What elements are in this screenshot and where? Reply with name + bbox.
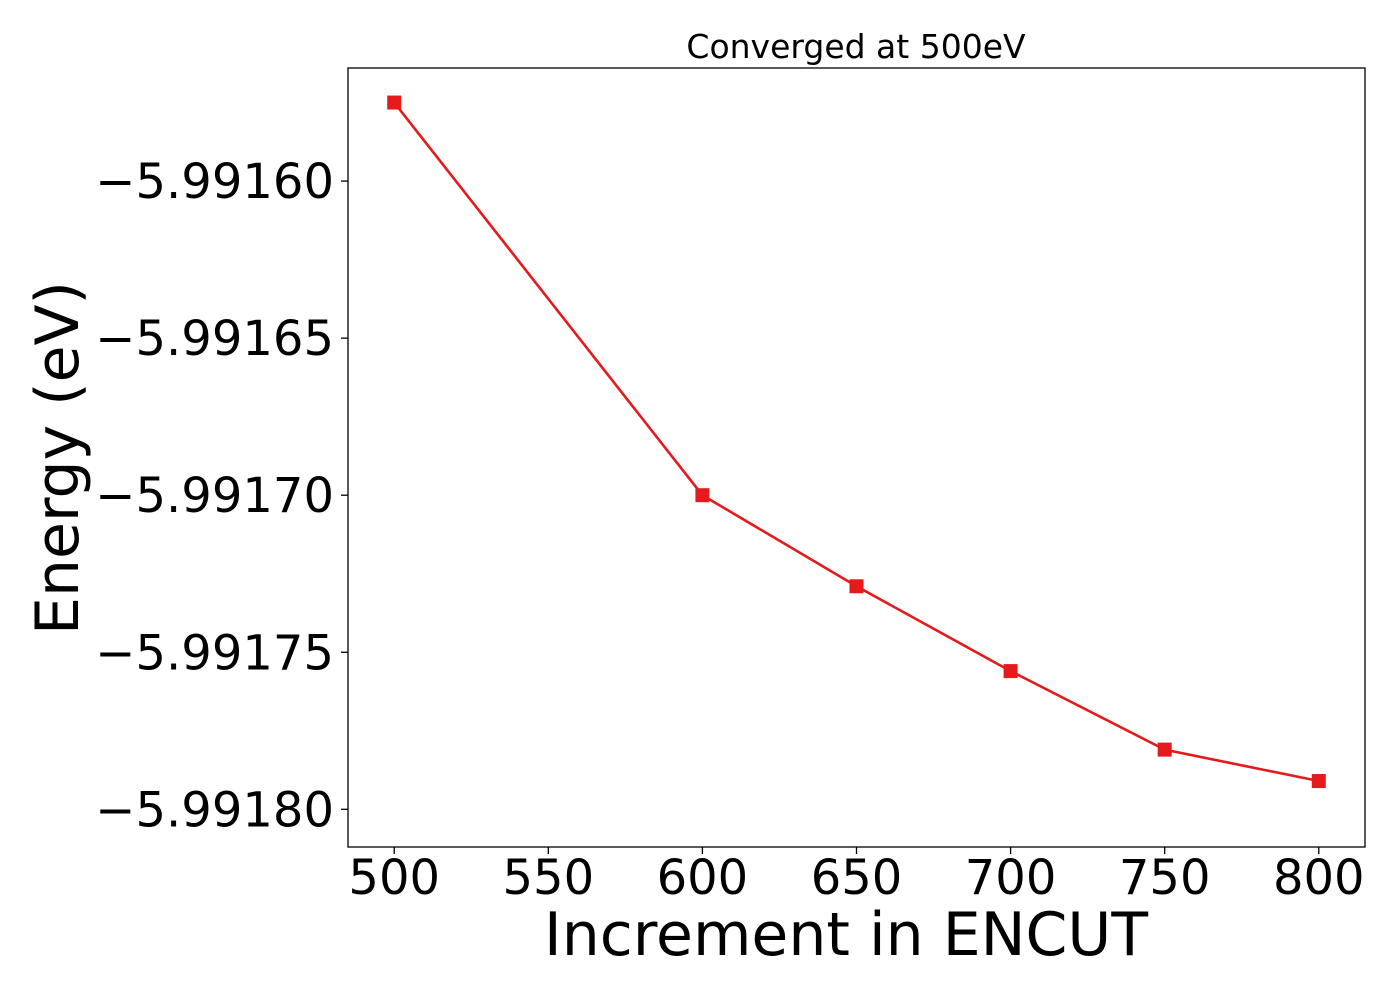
data-point-marker	[695, 488, 710, 503]
x-tick-label: 800	[1273, 850, 1365, 906]
series-line	[393, 101, 1320, 783]
y-tick-label: −5.99175	[95, 625, 334, 681]
y-tick-label: −5.99170	[95, 468, 334, 524]
data-point-marker	[1157, 742, 1172, 757]
x-axis-label: Increment in ENCUT	[544, 900, 1148, 970]
x-tick-label: 650	[811, 850, 903, 906]
x-axis: 500 550 600 650 700 750 800	[348, 847, 1365, 906]
plot-area-frame	[347, 67, 1366, 848]
data-point-marker	[387, 95, 402, 110]
y-tick-label: −5.99165	[95, 311, 334, 367]
y-tick-label: −5.99160	[95, 154, 334, 210]
y-axis-label: Energy (eV)	[23, 281, 93, 635]
chart-title: Converged at 500eV	[686, 27, 1026, 66]
x-tick-label: 500	[348, 850, 440, 906]
data-point-marker	[1311, 774, 1326, 789]
series-layer	[387, 95, 1326, 789]
data-point-marker	[849, 579, 864, 594]
data-point-marker	[1003, 664, 1018, 679]
y-axis: −5.99160 −5.99165 −5.99170 −5.99175 −5.99180	[95, 154, 348, 838]
x-tick-label: 600	[657, 850, 749, 906]
y-tick-label: −5.99180	[95, 782, 334, 838]
x-tick-label: 550	[503, 850, 595, 906]
x-tick-label: 700	[965, 850, 1057, 906]
x-tick-label: 750	[1119, 850, 1211, 906]
